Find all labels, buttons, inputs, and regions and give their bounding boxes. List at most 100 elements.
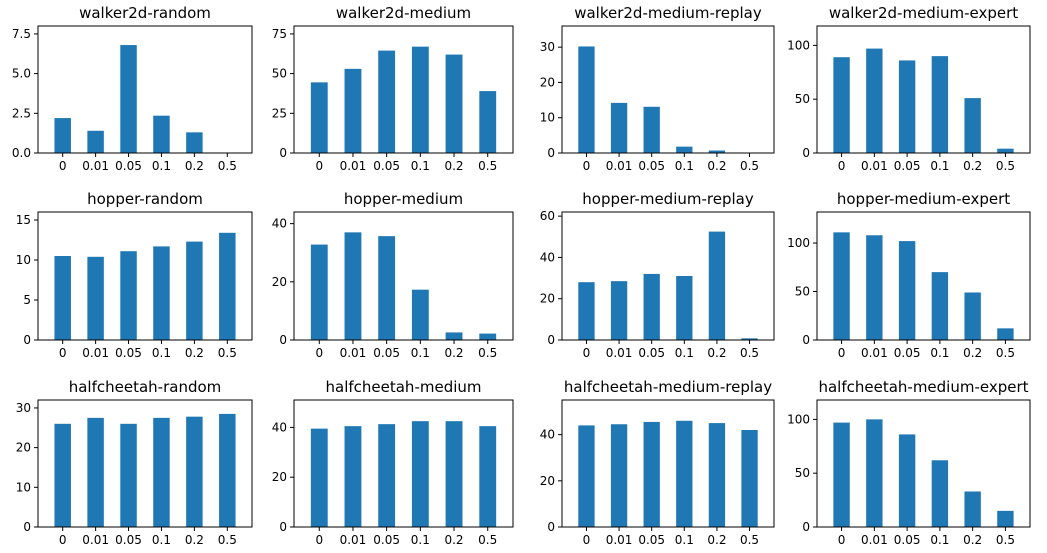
x-tick-label: 0	[59, 533, 67, 547]
x-tick-label: 0.5	[996, 533, 1015, 547]
subplot-title: halfcheetah-medium-expert	[818, 378, 1028, 396]
bar	[866, 48, 883, 153]
x-tick-label: 0.1	[930, 533, 949, 547]
x-tick-label: 0.01	[606, 346, 633, 360]
x-tick-label: 0	[59, 159, 67, 173]
bar	[931, 272, 949, 340]
x-tick-label: 0.2	[185, 533, 204, 547]
bar	[643, 106, 660, 153]
x-tick-label: 0.01	[861, 159, 888, 173]
axes-frame	[816, 25, 1031, 154]
y-tick-label: 0.0	[12, 146, 31, 160]
x-tick-label: 0	[59, 346, 67, 360]
y-tick-label: 0	[547, 333, 555, 347]
x-tick-label: 0.1	[675, 346, 694, 360]
bar	[578, 425, 595, 527]
y-tick-label: 5.0	[12, 67, 31, 81]
axes-frame	[293, 211, 514, 341]
bar	[997, 328, 1014, 340]
subplot-title: walker2d-medium-replay	[574, 4, 762, 22]
x-tick-label: 0.5	[996, 346, 1015, 360]
x-tick-label: 0.5	[740, 533, 759, 547]
bar	[445, 332, 463, 340]
bar	[120, 423, 137, 527]
x-tick-label: 0	[838, 346, 846, 360]
bar	[708, 231, 726, 340]
bar	[833, 422, 850, 527]
x-tick-label: 0.05	[894, 346, 921, 360]
bar	[741, 338, 758, 340]
bar	[153, 417, 170, 527]
axes-frame	[816, 211, 1031, 341]
axes-frame	[816, 399, 1031, 528]
bar	[676, 420, 693, 527]
subplot-3: 0 0.01 0.05 0.1 0.2 0.5 0 10 20 30 walker2d-medium…	[540, 4, 775, 173]
y-tick-label: 40	[272, 217, 287, 231]
bar	[479, 333, 497, 340]
x-tick-label: 0.1	[152, 533, 171, 547]
subplot-4: 0 0.01 0.05 0.1 0.2 0.5 0 50 100 walker2d-medium-…	[787, 4, 1031, 173]
bar	[898, 60, 916, 153]
bar	[120, 45, 137, 153]
y-tick-label: 15	[16, 213, 31, 227]
x-tick-label: 0.05	[638, 346, 665, 360]
bar	[741, 430, 758, 527]
subplot-6: 0 0.01 0.05 0.1 0.2 0.5 0 20 40 hopper-medium	[272, 190, 514, 360]
bar	[411, 46, 429, 153]
bar	[54, 256, 71, 340]
x-tick-label: 0.05	[894, 533, 921, 547]
bar	[898, 241, 916, 340]
y-tick-label: 100	[787, 38, 810, 52]
bar	[997, 510, 1014, 527]
x-tick-label: 0.1	[411, 346, 430, 360]
y-tick-label: 20	[272, 470, 287, 484]
y-tick-label: 0	[547, 146, 555, 160]
bar	[87, 130, 104, 153]
x-tick-label: 0.05	[373, 159, 400, 173]
x-tick-label: 0	[583, 159, 591, 173]
axes-frame	[561, 399, 775, 528]
x-tick-label: 0.05	[373, 533, 400, 547]
x-tick-label: 0.05	[373, 346, 400, 360]
x-tick-label: 0.5	[218, 346, 237, 360]
bar	[964, 98, 981, 153]
y-tick-label: 40	[540, 250, 555, 264]
y-tick-label: 40	[272, 420, 287, 434]
bar	[186, 416, 203, 527]
y-tick-label: 0	[23, 520, 31, 534]
bar	[445, 54, 463, 153]
subplot-title: halfcheetah-random	[69, 378, 222, 396]
bar	[219, 232, 236, 340]
subplot-5: 0 0.01 0.05 0.1 0.2 0.5 0 5 10 15 hopper-random	[16, 190, 253, 360]
x-tick-label: 0.01	[861, 346, 888, 360]
bar	[186, 241, 203, 340]
subplot-title: hopper-medium-replay	[582, 190, 754, 208]
x-tick-label: 0.1	[675, 159, 694, 173]
y-tick-label: 20	[540, 75, 555, 89]
bar	[54, 118, 71, 153]
bar	[610, 102, 628, 153]
bar	[153, 115, 170, 153]
bar	[578, 282, 595, 340]
y-tick-label: 0	[279, 520, 287, 534]
x-tick-label: 0.5	[740, 159, 759, 173]
y-tick-label: 10	[16, 480, 31, 494]
x-tick-label: 0.5	[478, 159, 497, 173]
bar	[186, 132, 203, 153]
x-tick-label: 0.5	[740, 346, 759, 360]
y-tick-label: 20	[16, 441, 31, 455]
subplot-9: 0 0.01 0.05 0.1 0.2 0.5 0 10 20 30 halfcheetah-ran…	[16, 378, 253, 547]
x-tick-label: 0.01	[861, 533, 888, 547]
x-tick-label: 0.2	[707, 159, 726, 173]
x-tick-label: 0.01	[340, 346, 367, 360]
x-tick-label: 0.5	[478, 346, 497, 360]
subplot-title: walker2d-medium-expert	[829, 4, 1018, 22]
bar	[310, 244, 328, 340]
y-tick-label: 0	[23, 333, 31, 347]
subplot-12: 0 0.01 0.05 0.1 0.2 0.5 0 50 100 halfcheetah-medi…	[787, 378, 1031, 547]
x-tick-label: 0.2	[963, 159, 982, 173]
subplot-11: 0 0.01 0.05 0.1 0.2 0.5 0 20 40 halfcheetah-mediu…	[540, 378, 775, 547]
x-tick-label: 0.2	[444, 159, 463, 173]
x-tick-label: 0.01	[340, 159, 367, 173]
bar	[898, 434, 916, 527]
